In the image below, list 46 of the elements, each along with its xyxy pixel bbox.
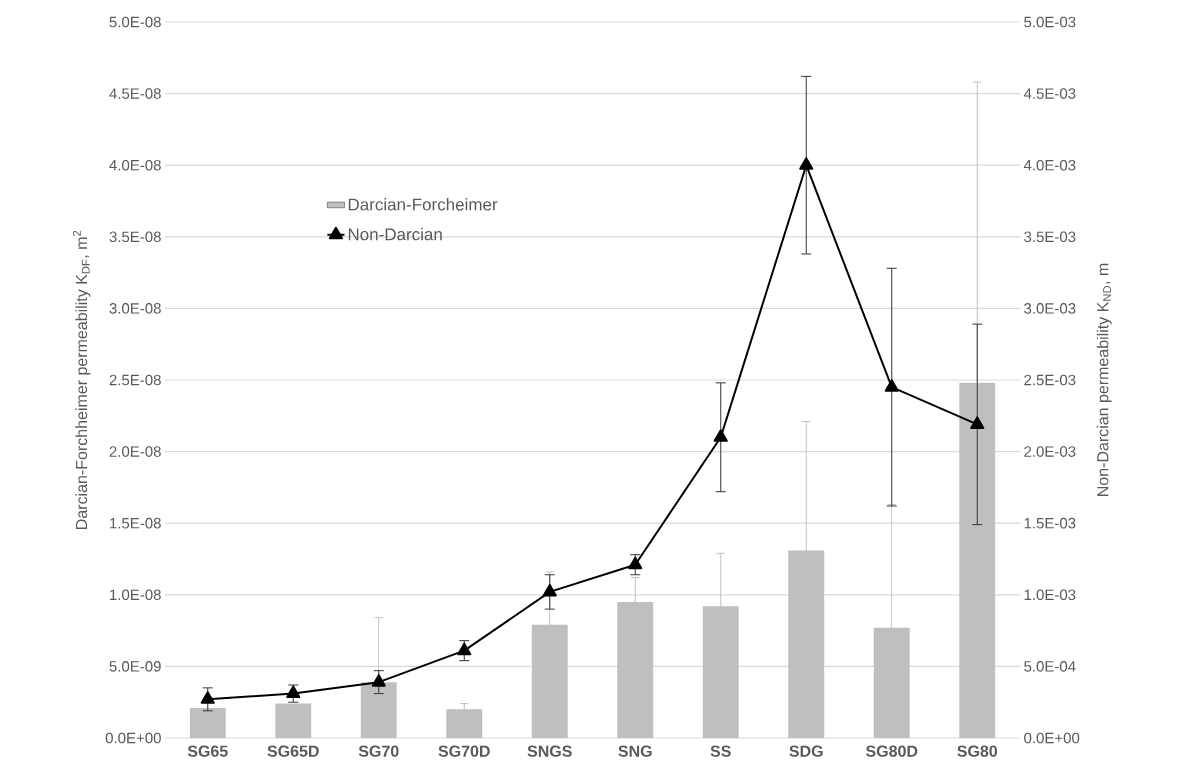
y-tick-label: 5.0E-09 bbox=[109, 661, 161, 672]
y2-tick-label: 1.5E-03 bbox=[1024, 517, 1076, 529]
legend-label: Darcian-Forcheimer bbox=[348, 198, 498, 211]
y-tick-label: 2.0E-08 bbox=[109, 446, 161, 457]
y2-tick-label: 3.0E-03 bbox=[1024, 303, 1076, 314]
y-tick-label: 3.5E-08 bbox=[109, 231, 161, 243]
x-tick-label: SS bbox=[710, 745, 731, 757]
y2-tick-label: 4.0E-03 bbox=[1023, 159, 1076, 171]
y-tick-label: 4.5E-08 bbox=[109, 88, 161, 99]
point bbox=[286, 685, 301, 699]
y-axis-title: Darcian-Forchheimer permeability K$_{DF}$, m$^{2}$ bbox=[72, 230, 91, 529]
point bbox=[799, 157, 814, 170]
y2-tick-label: 5.0E-03 bbox=[1024, 16, 1076, 28]
y-tick-label: 5.0E-08 bbox=[109, 16, 161, 28]
y-tick-label: 0.0E+00 bbox=[105, 732, 161, 744]
y2-axis-title: Non-Darcian permeability K$_{ND}$, m bbox=[1096, 263, 1112, 496]
point bbox=[884, 379, 899, 392]
y2-tick-label: 3.5E-03 bbox=[1024, 231, 1076, 243]
y2-tick-label: 1.0E-03 bbox=[1024, 589, 1076, 601]
y-tick-label: 3.0E-08 bbox=[109, 303, 161, 314]
y2-tick-label: 5.0E-04 bbox=[1024, 661, 1076, 672]
y2-tick-label: 0.0E+00 bbox=[1024, 732, 1080, 744]
x-tick-label: SG70D bbox=[438, 745, 490, 757]
point bbox=[713, 429, 728, 442]
x-tick-label: SG80 bbox=[957, 745, 998, 757]
point bbox=[542, 583, 557, 597]
bar bbox=[189, 707, 226, 738]
y-tick-label: 4.0E-08 bbox=[109, 159, 161, 171]
x-tick-label: SG65 bbox=[187, 745, 228, 757]
x-tick-label: SNGS bbox=[527, 745, 572, 757]
x-tick-label: SG80D bbox=[865, 745, 918, 757]
y2-tick-label: 2.0E-03 bbox=[1024, 446, 1076, 457]
point bbox=[970, 416, 985, 429]
x-tick-label: SNG bbox=[618, 745, 652, 757]
x-tick-label: SG65D bbox=[267, 745, 319, 757]
y2-tick-label: 4.5E-03 bbox=[1023, 88, 1076, 99]
y-tick-label: 1.5E-08 bbox=[110, 517, 161, 529]
y-tick-label: 1.0E-08 bbox=[110, 589, 161, 601]
bar bbox=[275, 703, 312, 738]
legend-label: Non-Darcian bbox=[348, 227, 442, 241]
y2-tick-label: 2.5E-03 bbox=[1024, 374, 1076, 386]
point bbox=[200, 691, 215, 704]
y-tick-label: 2.5E-08 bbox=[109, 374, 161, 386]
x-tick-label: SDG bbox=[789, 745, 823, 757]
point bbox=[371, 674, 386, 687]
x-tick-label: SG70 bbox=[358, 745, 399, 757]
